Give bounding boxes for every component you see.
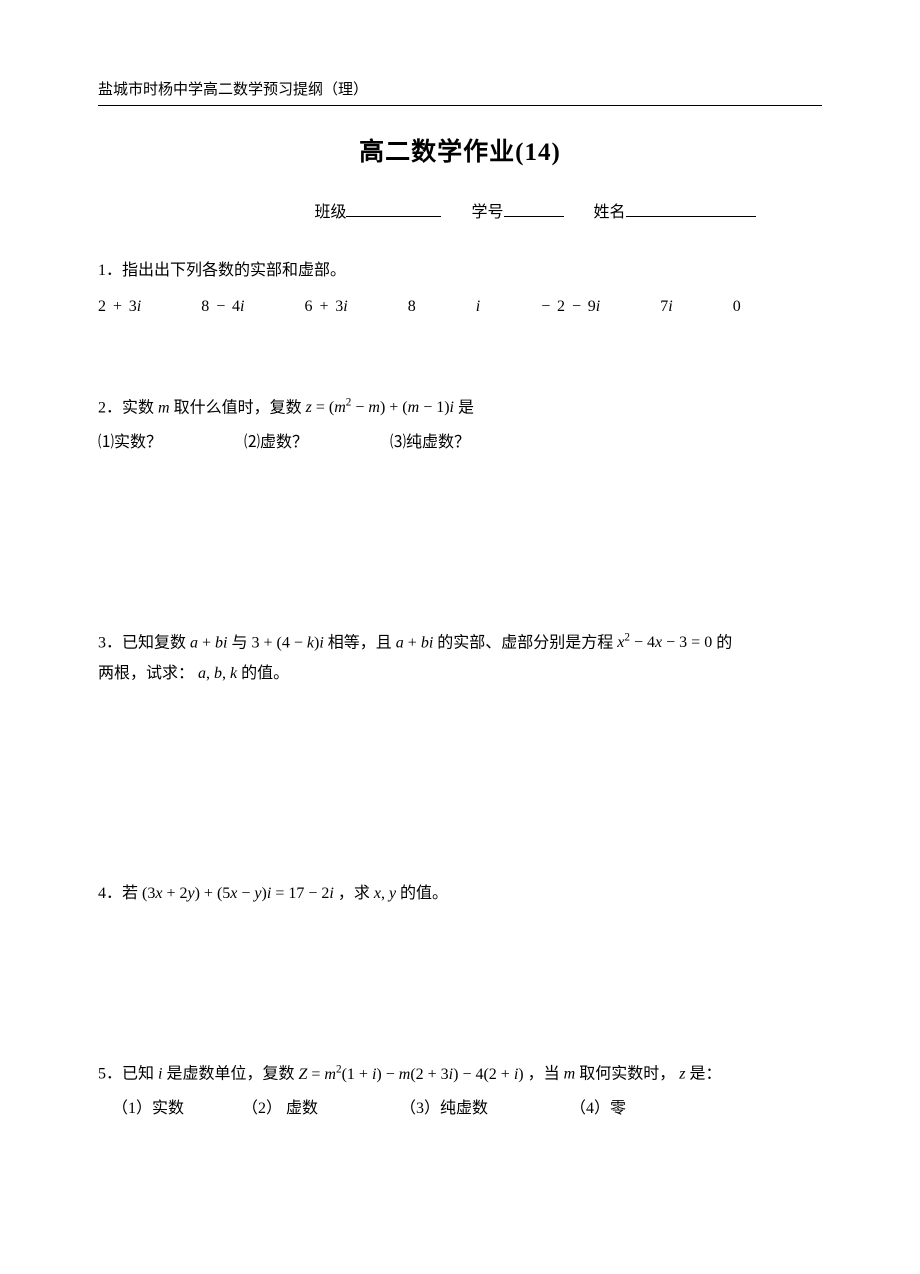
name-blank[interactable] <box>626 200 756 217</box>
q4-line: 4．若 (3x + 2y) + (5x − y)i = 17 − 2i ，求 x… <box>98 879 822 909</box>
q5-t1b: 是虚数单位，复数 <box>166 1066 294 1083</box>
q1-item-3: 8 <box>408 298 416 315</box>
q3-t5: 的 <box>716 634 732 651</box>
q5-sub2: （2） 虚数 <box>242 1100 318 1117</box>
q3-e5: a, b, k <box>194 665 241 682</box>
q3-t7: 的值。 <box>241 665 289 682</box>
q3-t1: 3．已知复数 <box>98 634 186 651</box>
q4-t1: 4．若 <box>98 885 138 902</box>
document-title: 高二数学作业(14) <box>98 132 822 168</box>
question-5: 5．已知 i 是虚数单位，复数 Z = m2(1 + i) − m(2 + 3i… <box>98 1059 822 1124</box>
q3-e3: a + bi <box>392 634 437 651</box>
q5-t2: ，当 <box>528 1066 560 1083</box>
q1-item-4: i <box>476 298 480 315</box>
class-blank[interactable] <box>346 200 441 217</box>
q2-expression: z = (m2 − m) + (m − 1)i <box>306 399 458 416</box>
q2-text-pre: 2．实数 <box>98 399 154 416</box>
q5-line: 5．已知 i 是虚数单位，复数 Z = m2(1 + i) − m(2 + 3i… <box>98 1059 822 1090</box>
q3-line2: 两根，试求： a, b, k 的值。 <box>98 659 822 689</box>
q5-sub1: （1）实数 <box>112 1100 184 1117</box>
q1-expressions: 2 + 3i 8 − 4i 6 + 3i 8 i − 2 − 9i 7i 0 <box>98 292 822 322</box>
id-label: 学号 <box>471 204 503 221</box>
page: 盐城市时杨中学高二数学预习提纲（理） 高二数学作业(14) 班级 学号 姓名 1… <box>0 0 920 1274</box>
q3-t4: 的实部、虚部分别是方程 <box>437 634 613 651</box>
q1-item-1: 8 − 4i <box>201 298 244 315</box>
q1-item-7: 0 <box>733 298 741 315</box>
q2-text-post: 是 <box>458 399 474 416</box>
q5-t1: 5．已知 <box>98 1066 154 1083</box>
q3-e4: x2 − 4x − 3 = 0 <box>613 634 716 651</box>
answer-space-3 <box>98 689 822 879</box>
q2-text-mid: 取什么值时，复数 <box>174 399 302 416</box>
q4-t3: 的值。 <box>400 885 448 902</box>
student-info-fields: 班级 学号 姓名 <box>248 198 822 222</box>
q2-sub3: ⑶纯虚数？ <box>390 434 470 451</box>
question-1: 1．指出出下列各数的实部和虚部。 2 + 3i 8 − 4i 6 + 3i 8 … <box>98 256 822 323</box>
q5-sub3: （3）纯虚数 <box>400 1100 488 1117</box>
q3-t6: 两根，试求： <box>98 665 194 682</box>
q2-subparts: ⑴实数？ ⑵虚数？ ⑶纯虚数？ <box>98 428 822 458</box>
q5-e3: z <box>675 1066 689 1083</box>
answer-space-2 <box>98 458 822 628</box>
question-3: 3．已知复数 a + bi 与 3 + (4 − k)i 相等，且 a + bi… <box>98 628 822 689</box>
question-2: 2．实数 m 取什么值时，复数 z = (m2 − m) + (m − 1)i … <box>98 393 822 458</box>
q1-item-0: 2 + 3i <box>98 298 141 315</box>
class-label: 班级 <box>314 204 346 221</box>
q3-t2: 与 <box>232 634 248 651</box>
q3-e1: a + bi <box>186 634 231 651</box>
name-label: 姓名 <box>594 204 626 221</box>
answer-space-1 <box>98 323 822 393</box>
id-blank[interactable] <box>504 200 564 217</box>
q5-t3: 取何实数时， <box>579 1066 675 1083</box>
q4-e2: x, y <box>370 885 400 902</box>
q1-item-6: 7i <box>660 298 672 315</box>
q4-t2: ，求 <box>338 885 370 902</box>
q1-item-2: 6 + 3i <box>305 298 348 315</box>
q5-e0: i <box>154 1066 166 1083</box>
q1-item-5: − 2 − 9i <box>540 298 600 315</box>
q2-prompt: 2．实数 m 取什么值时，复数 z = (m2 − m) + (m − 1)i … <box>98 393 822 424</box>
q5-t4: 是： <box>689 1066 721 1083</box>
document-header: 盐城市时杨中学高二数学预习提纲（理） <box>98 78 822 106</box>
answer-space-4 <box>98 909 822 1059</box>
q3-t3: 相等，且 <box>328 634 392 651</box>
q5-e2: m <box>560 1066 580 1083</box>
q5-sub4: （4）零 <box>570 1100 626 1117</box>
q5-e1: Z = m2(1 + i) − m(2 + 3i) − 4(2 + i) <box>294 1066 527 1083</box>
q2-sub2: ⑵虚数？ <box>244 434 308 451</box>
q2-sub1: ⑴实数？ <box>98 434 162 451</box>
q3-e2: 3 + (4 − k)i <box>248 634 328 651</box>
q3-line1: 3．已知复数 a + bi 与 3 + (4 − k)i 相等，且 a + bi… <box>98 628 822 659</box>
q2-var-m: m <box>154 399 174 416</box>
q4-e1: (3x + 2y) + (5x − y)i = 17 − 2i <box>138 885 338 902</box>
q5-subparts: （1）实数 （2） 虚数 （3）纯虚数 （4）零 <box>112 1094 822 1124</box>
q1-prompt: 1．指出出下列各数的实部和虚部。 <box>98 256 822 286</box>
question-4: 4．若 (3x + 2y) + (5x − y)i = 17 − 2i ，求 x… <box>98 879 822 909</box>
